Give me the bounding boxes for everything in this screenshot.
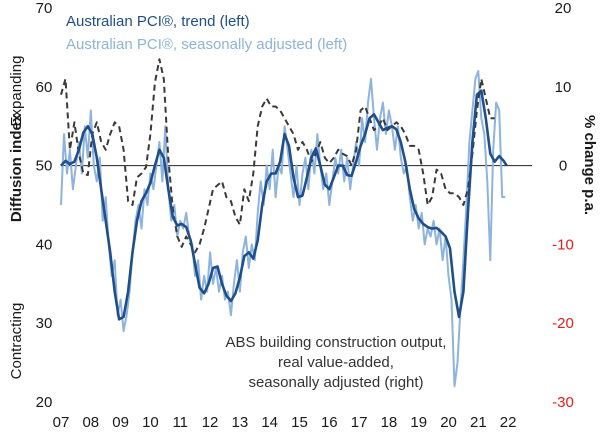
x-tick-label: 21	[470, 414, 487, 431]
annotation-line-1: ABS building construction output,	[226, 334, 447, 351]
left-axis-title: Diffusion index	[8, 113, 25, 222]
right-tick-label: -10	[552, 236, 574, 253]
x-tick-label: 19	[410, 414, 427, 431]
x-axis-ticks: 07 08 09 10 11 12 13 14 15 16 17 18 19 20 21 22	[53, 414, 517, 431]
left-tick-label: 70	[36, 0, 53, 17]
x-tick-label: 20	[440, 414, 457, 431]
legend: Australian PCI®, trend (left) Australian…	[66, 13, 347, 53]
right-tick-label: -20	[552, 315, 574, 332]
x-tick-label: 11	[172, 414, 188, 431]
left-tick-label: 30	[36, 315, 53, 332]
right-tick-label: 0	[559, 158, 567, 175]
left-tick-label: 20	[36, 394, 53, 411]
series-layer	[60, 58, 508, 388]
annotation-line-3: seasonally adjusted (right)	[248, 374, 423, 391]
series-pci-trend	[60, 89, 508, 321]
x-tick-label: 14	[261, 414, 278, 431]
legend-entry-sa: Australian PCI®, seasonally adjusted (le…	[66, 36, 347, 53]
right-tick-label: 20	[555, 0, 572, 17]
left-tick-label: 60	[36, 79, 53, 96]
x-tick-label: 16	[321, 414, 338, 431]
annotation: ABS building construction output, real v…	[226, 334, 447, 391]
x-tick-label: 15	[291, 414, 308, 431]
x-tick-label: 22	[500, 414, 517, 431]
x-tick-label: 17	[351, 414, 368, 431]
series-abs-construction-output	[60, 58, 495, 254]
legend-entry-trend: Australian PCI®, trend (left)	[66, 13, 250, 30]
x-tick-label: 18	[381, 414, 398, 431]
contracting-label: Contracting	[8, 303, 25, 380]
x-tick-label: 08	[82, 414, 99, 431]
right-axis-ticks: -30 -20 -10 0 10 20	[552, 0, 574, 411]
right-axis-title: % change p.a.	[581, 115, 598, 215]
right-tick-label: 10	[555, 79, 572, 96]
x-tick-label: 09	[112, 414, 129, 431]
x-tick-label: 13	[232, 414, 249, 431]
left-tick-label: 50	[36, 158, 53, 175]
x-tick-label: 10	[142, 414, 159, 431]
left-axis-ticks: 20 30 40 50 60 70	[36, 0, 53, 411]
annotation-line-2: real value-added,	[278, 354, 394, 371]
x-tick-label: 07	[53, 414, 70, 431]
left-tick-label: 40	[36, 236, 53, 253]
expanding-label: Expanding	[8, 56, 25, 127]
right-tick-label: -30	[552, 394, 574, 411]
x-tick-label: 12	[202, 414, 219, 431]
